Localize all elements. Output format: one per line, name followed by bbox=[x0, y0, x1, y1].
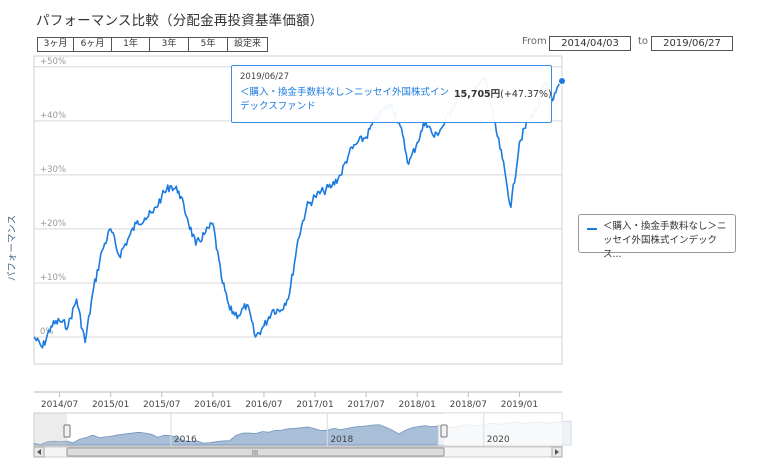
x-tick-label: 2018/07 bbox=[450, 400, 487, 410]
y-tick-label: +10% bbox=[40, 273, 66, 283]
to-date-input[interactable]: 2019/06/27 bbox=[651, 36, 733, 51]
navigator-scrollbar[interactable]: III bbox=[33, 446, 563, 458]
x-tick-label: 2017/07 bbox=[347, 400, 384, 410]
navigator-right-handle[interactable] bbox=[440, 424, 448, 438]
navigator-tick-label: 2020 bbox=[487, 435, 510, 445]
x-tick-label: 2018/01 bbox=[399, 400, 436, 410]
navigator-left-handle[interactable] bbox=[63, 424, 71, 438]
x-tick-label: 2016/01 bbox=[194, 400, 231, 410]
y-tick-label: +40% bbox=[40, 111, 66, 121]
from-date-input[interactable]: 2014/04/03 bbox=[549, 36, 631, 51]
y-tick-label: 0% bbox=[40, 327, 54, 337]
tooltip-series-name: ＜購入・換金手数料なし＞ニッセイ外国株式インデックスファンド bbox=[240, 87, 450, 112]
navigator-tick-label: 2016 bbox=[174, 435, 197, 445]
range-button-since-inception[interactable]: 設定来 bbox=[228, 37, 268, 52]
page-title: パフォーマンス比較（分配金再投資基準価額） bbox=[36, 13, 324, 29]
navigator-tick-label: 2018 bbox=[330, 435, 353, 445]
y-tick-label: +30% bbox=[40, 165, 66, 175]
x-tick-label: 2015/07 bbox=[143, 400, 180, 410]
last-point-marker bbox=[558, 77, 566, 86]
x-tick-label: 2015/01 bbox=[92, 400, 129, 410]
x-tick-label: 2017/01 bbox=[296, 400, 333, 410]
scrollbar-grip: III bbox=[252, 449, 258, 457]
range-button-3m[interactable]: 3ヶ月 bbox=[37, 37, 74, 52]
tooltip-date: 2019/06/27 bbox=[240, 72, 289, 82]
tooltip-value: 15,705円(+47.37%) bbox=[454, 86, 552, 100]
y-tick-label: +20% bbox=[40, 219, 66, 229]
range-button-6m[interactable]: 6ヶ月 bbox=[74, 37, 112, 52]
navigator[interactable]: 2016 2018 2020 bbox=[33, 412, 572, 447]
x-tick-label: 2019/01 bbox=[501, 400, 538, 410]
y-tick-label: +50% bbox=[40, 57, 66, 67]
tooltip-change: (+47.37%) bbox=[500, 89, 552, 100]
tooltip-price: 15,705円 bbox=[454, 89, 501, 100]
from-label: From bbox=[522, 36, 547, 47]
tooltip: 2019/06/27 ＜購入・換金手数料なし＞ニッセイ外国株式インデックスファン… bbox=[231, 65, 552, 123]
legend-label: ＜購入・換金手数料なし＞ニッセイ外国株式インデックス... bbox=[603, 221, 727, 260]
range-button-3y[interactable]: 3年 bbox=[150, 37, 189, 52]
scrollbar-thumb[interactable] bbox=[66, 447, 445, 457]
x-tick-label: 2016/07 bbox=[245, 400, 282, 410]
legend[interactable]: ＜購入・換金手数料なし＞ニッセイ外国株式インデックス... bbox=[578, 214, 736, 260]
navigator-area bbox=[33, 424, 439, 446]
legend-swatch bbox=[587, 228, 597, 230]
range-button-5y[interactable]: 5年 bbox=[189, 37, 228, 52]
range-selector: 3ヶ月 6ヶ月 1年 3年 5年 設定来 bbox=[37, 37, 268, 52]
range-button-1y[interactable]: 1年 bbox=[112, 37, 150, 52]
x-tick-label: 2014/07 bbox=[41, 400, 78, 410]
to-label: to bbox=[638, 36, 649, 47]
